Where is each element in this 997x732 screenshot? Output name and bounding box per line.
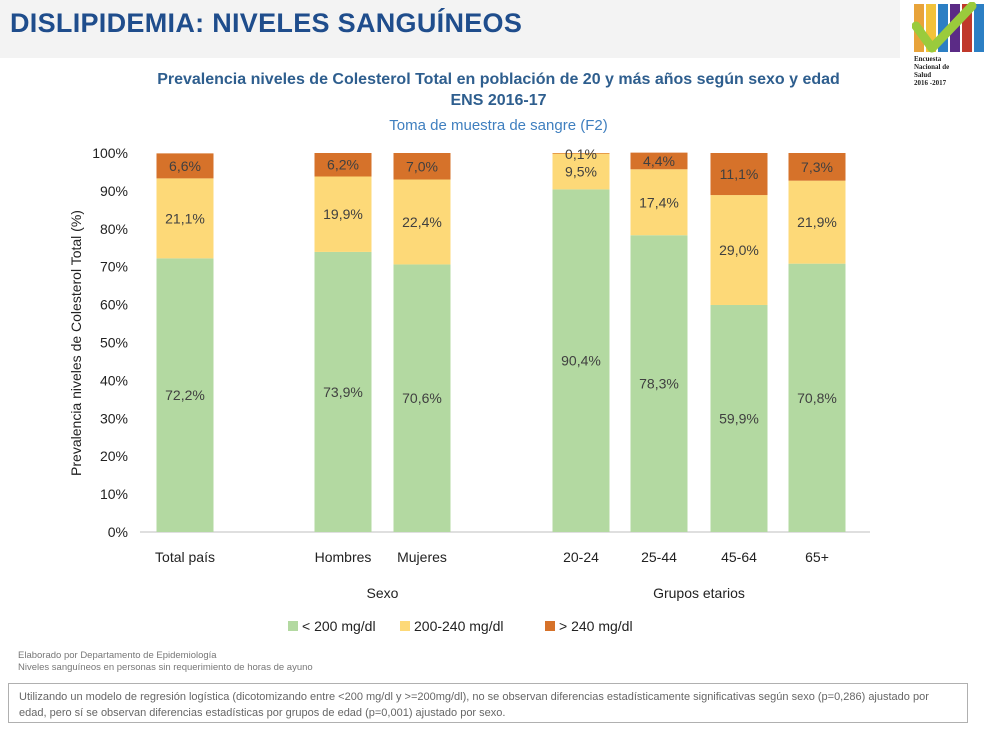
bar-segment xyxy=(552,189,610,532)
page-title: DISLIPIDEMIA: NIVELES SANGUÍNEOS xyxy=(10,8,523,38)
statistical-note: Utilizando un modelo de regresión logíst… xyxy=(8,683,968,723)
group-label: Grupos etarios xyxy=(653,585,745,601)
logo-text: Encuesta Nacional de Salud 2016 -2017 xyxy=(914,55,950,87)
y-tick-label: 80% xyxy=(100,221,128,237)
data-label: 6,6% xyxy=(169,158,201,174)
y-tick-label: 100% xyxy=(92,145,128,161)
x-tick-label: Total país xyxy=(155,549,215,565)
stacked-bar-chart: 0% 10% 20% 30% 40% 50% 60% 70% 80% 90% 100% Prevale… xyxy=(68,145,870,634)
bar-segment xyxy=(393,179,451,265)
group-label: Sexo xyxy=(367,585,399,601)
data-label: 70,8% xyxy=(797,390,837,406)
data-label: 19,9% xyxy=(323,206,363,222)
bar-segment xyxy=(552,153,610,154)
footnote-fasting: Niveles sanguíneos en personas sin reque… xyxy=(18,662,313,673)
legend-swatch xyxy=(288,621,298,631)
x-tick-label: 25-44 xyxy=(641,549,677,565)
bar-segment xyxy=(788,153,846,181)
bar-segment xyxy=(314,176,372,252)
footnotes: Elaborado por Departamento de Epidemiolo… xyxy=(18,650,313,674)
bar-segment xyxy=(788,180,846,264)
legend-label: > 240 mg/dl xyxy=(559,618,633,634)
y-axis-title: Prevalencia niveles de Colesterol Total … xyxy=(68,210,84,476)
legend-swatch xyxy=(545,621,555,631)
bar-segment xyxy=(710,195,768,305)
bar-segment xyxy=(630,152,688,170)
data-label: 21,9% xyxy=(797,214,837,230)
bar-segment xyxy=(552,153,610,190)
y-tick-label: 20% xyxy=(100,448,128,464)
y-tick-label: 40% xyxy=(100,372,128,388)
footnote-author: Elaborado por Departamento de Epidemiolo… xyxy=(18,650,217,661)
legend-label: < 200 mg/dl xyxy=(302,618,376,634)
data-label: 4,4% xyxy=(643,153,675,169)
y-tick-label: 50% xyxy=(100,335,128,351)
y-tick-label: 0% xyxy=(108,524,128,540)
data-label: 9,5% xyxy=(565,163,597,179)
legend-label: 200-240 mg/dl xyxy=(414,618,504,634)
bar-segment xyxy=(710,304,768,532)
y-tick-label: 90% xyxy=(100,183,128,199)
data-label: 29,0% xyxy=(719,242,759,258)
bar-segment xyxy=(630,169,688,236)
header-band xyxy=(0,0,900,58)
y-tick-label: 10% xyxy=(100,486,128,502)
bar-segment xyxy=(156,258,214,532)
data-label: 21,1% xyxy=(165,210,205,226)
data-label: 90,4% xyxy=(561,353,601,369)
data-label: 0,1% xyxy=(565,146,597,162)
x-tick-label: 65+ xyxy=(805,549,829,565)
x-tick-label: 20-24 xyxy=(563,549,599,565)
bar-segment xyxy=(314,251,372,532)
data-label: 7,3% xyxy=(801,159,833,175)
chart-title: Prevalencia niveles de Colesterol Total … xyxy=(157,71,840,88)
x-tick-label: 45-64 xyxy=(721,549,757,565)
legend-swatch xyxy=(400,621,410,631)
data-label: 59,9% xyxy=(719,410,759,426)
bar-segment xyxy=(710,153,768,196)
chart-subtitle: Toma de muestra de sangre (F2) xyxy=(389,117,608,134)
data-label: 7,0% xyxy=(406,158,438,174)
x-tick-label: Mujeres xyxy=(397,549,447,565)
bar-segment xyxy=(788,263,846,532)
bar-segment xyxy=(393,264,451,532)
bar-segment xyxy=(156,153,214,179)
ens-logo-icon xyxy=(912,2,984,53)
data-label: 22,4% xyxy=(402,214,442,230)
y-tick-label: 60% xyxy=(100,297,128,313)
data-label: 17,4% xyxy=(639,194,679,210)
x-tick-label: Hombres xyxy=(315,549,372,565)
data-label: 70,6% xyxy=(402,390,442,406)
data-label: 11,1% xyxy=(720,166,759,182)
data-label: 78,3% xyxy=(639,376,679,392)
data-label: 72,2% xyxy=(165,387,205,403)
data-label: 73,9% xyxy=(323,384,363,400)
data-label: 6,2% xyxy=(327,157,359,173)
y-tick-label: 30% xyxy=(100,410,128,426)
bar-segment xyxy=(393,153,451,180)
bar-segment xyxy=(156,178,214,259)
bar-segment xyxy=(630,235,688,533)
y-tick-label: 70% xyxy=(100,259,128,275)
chart-title-year: ENS 2016-17 xyxy=(450,92,547,109)
bar-segment xyxy=(314,153,372,177)
